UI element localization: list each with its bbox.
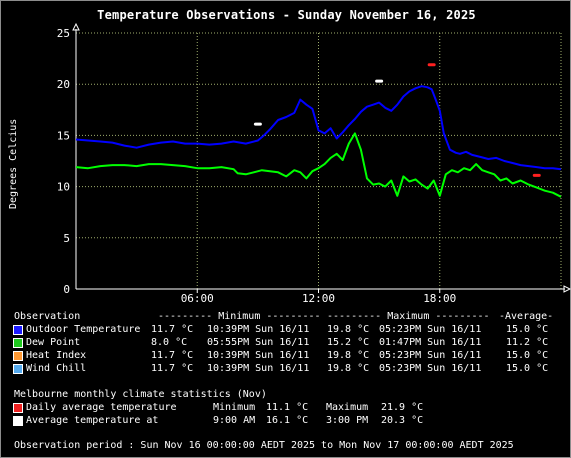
climate-marker [375, 79, 384, 83]
y-tick-label: 0 [63, 283, 70, 296]
y-tick-label: 20 [57, 78, 70, 91]
legend-header-average: -Average- [499, 311, 554, 322]
legend-series-name: Heat Index [26, 350, 87, 361]
legend-max-value: 15.2 °C [327, 337, 370, 348]
climate-part1-value: 16.1 °C [266, 415, 309, 426]
legend-header-minimum: --------- Minimum --------- [158, 311, 321, 322]
chart-title: Temperature Observations - Sunday Novemb… [97, 8, 476, 22]
y-tick-label: 25 [57, 27, 70, 40]
climate-swatch [13, 403, 23, 413]
axes [72, 22, 571, 293]
marker-layer [253, 63, 541, 177]
legend-series-name: Dew Point [26, 337, 81, 348]
climate-marker [427, 63, 436, 67]
legend-swatch [13, 338, 23, 348]
plot-area [76, 33, 561, 289]
legend-swatch [13, 325, 23, 335]
y-tick-label: 5 [63, 232, 70, 245]
climate-heading: Melbourne monthly climate statistics (No… [14, 389, 267, 400]
grid [76, 32, 562, 289]
climate-part2-label: 3:00 PM [326, 415, 369, 426]
y-tick-label: 15 [57, 129, 70, 142]
legend-max-value: 19.8 °C [327, 350, 370, 361]
legend-max-time: 01:47PM Sun 16/11 [379, 337, 482, 348]
climate-part1-value: 11.1 °C [266, 402, 309, 413]
observation-period: Observation period : Sun Nov 16 00:00:00… [14, 440, 514, 451]
legend-min-value: 8.0 °C [151, 337, 188, 348]
legend-average-value: 15.0 °C [506, 324, 549, 335]
legend-swatch [13, 351, 23, 361]
legend-max-time: 05:23PM Sun 16/11 [379, 363, 482, 374]
climate-part2-label: Maximum [326, 402, 369, 413]
climate-part1-label: Minimum [213, 402, 256, 413]
legend-min-value: 11.7 °C [151, 324, 194, 335]
climate-part2-value: 21.9 °C [381, 402, 424, 413]
legend-min-value: 11.7 °C [151, 363, 194, 374]
climate-label: Average temperature at [26, 415, 159, 426]
legend-header-maximum: --------- Maximum --------- [327, 311, 490, 322]
climate-label: Daily average temperature [26, 402, 177, 413]
climate-part2-value: 20.3 °C [381, 415, 424, 426]
series-line-outdoor-temperature [75, 85, 562, 171]
y-axis-arrow [72, 22, 80, 31]
climate-marker [532, 173, 541, 177]
legend-swatch [13, 364, 23, 374]
plot-svg: 0 5 10 15 20 25 06:00 12:00 18:00 [57, 22, 571, 305]
legend-max-time: 05:23PM Sun 16/11 [379, 324, 482, 335]
legend-max-value: 19.8 °C [327, 363, 370, 374]
series-layer [75, 85, 562, 198]
x-axis-arrow [563, 285, 571, 293]
legend-min-time: 10:39PM Sun 16/11 [207, 324, 310, 335]
climate-part1-label: 9:00 AM [213, 415, 256, 426]
legend-min-value: 11.7 °C [151, 350, 194, 361]
legend-min-time: 05:55PM Sun 16/11 [207, 337, 310, 348]
legend-average-value: 11.2 °C [506, 337, 549, 348]
legend-min-time: 10:39PM Sun 16/11 [207, 350, 310, 361]
legend-max-time: 05:23PM Sun 16/11 [379, 350, 482, 361]
legend-max-value: 19.8 °C [327, 324, 370, 335]
x-tick-label: 18:00 [423, 292, 456, 305]
climate-swatch [13, 416, 23, 426]
legend-min-time: 10:39PM Sun 16/11 [207, 363, 310, 374]
legend-series-name: Outdoor Temperature [26, 324, 141, 335]
legend-series-name: Wind Chill [26, 363, 87, 374]
legend-average-value: 15.0 °C [506, 350, 549, 361]
y-tick-label: 10 [57, 181, 70, 194]
tick-labels: 0 5 10 15 20 25 06:00 12:00 18:00 [57, 27, 457, 305]
climate-marker [253, 122, 262, 126]
legend-header-observation: Observation [14, 311, 81, 322]
series-line-dew-point [75, 132, 562, 198]
legend-average-value: 15.0 °C [506, 363, 549, 374]
x-tick-label: 12:00 [302, 292, 335, 305]
x-tick-label: 06:00 [181, 292, 214, 305]
